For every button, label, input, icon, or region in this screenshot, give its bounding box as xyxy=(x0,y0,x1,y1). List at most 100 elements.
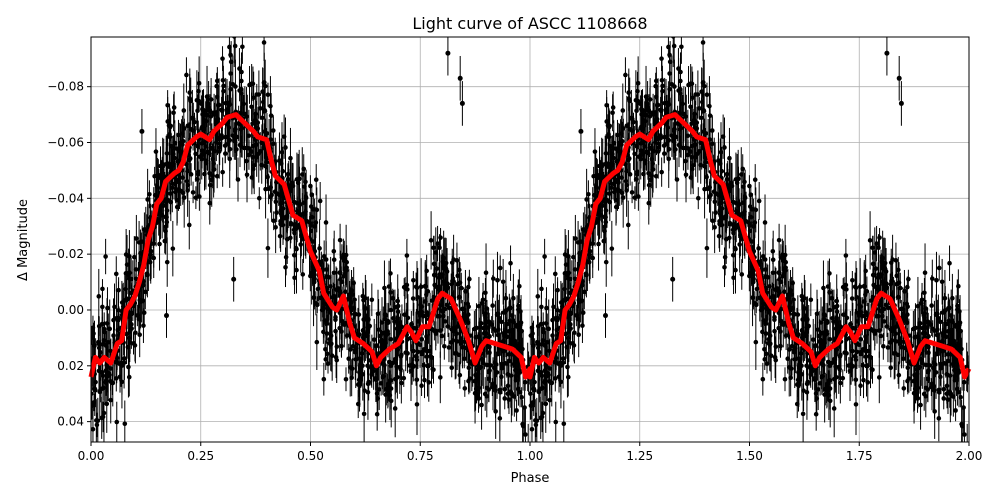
data-point xyxy=(813,343,818,348)
data-point xyxy=(558,300,564,305)
data-point xyxy=(227,44,232,50)
data-point xyxy=(171,110,176,116)
data-point xyxy=(215,94,220,100)
data-point xyxy=(885,345,891,350)
data-point xyxy=(268,185,274,190)
data-point xyxy=(333,317,338,322)
data-point xyxy=(495,277,500,283)
data-point xyxy=(789,366,794,371)
data-point xyxy=(383,313,389,318)
data-point xyxy=(660,88,665,94)
data-point xyxy=(767,284,772,289)
data-point xyxy=(196,80,202,86)
data-point xyxy=(487,368,492,373)
data-point xyxy=(393,360,398,365)
data-point xyxy=(205,149,210,155)
data-point xyxy=(615,148,621,154)
data-point xyxy=(552,360,558,365)
data-point xyxy=(369,297,375,303)
data-point xyxy=(333,287,339,292)
data-point xyxy=(659,169,664,175)
data-point xyxy=(896,372,902,378)
data-point xyxy=(343,252,349,258)
data-point xyxy=(853,285,859,291)
data-point xyxy=(294,267,299,273)
data-point xyxy=(405,315,411,321)
data-point xyxy=(961,405,966,410)
data-point xyxy=(602,197,608,202)
data-point xyxy=(664,110,670,116)
data-point xyxy=(252,117,258,123)
data-point xyxy=(419,337,425,342)
data-point xyxy=(866,348,871,354)
data-point xyxy=(698,162,704,168)
data-point xyxy=(116,287,121,293)
data-point xyxy=(291,252,297,258)
data-point xyxy=(427,348,432,354)
data-point xyxy=(659,107,664,113)
data-point xyxy=(268,113,274,118)
data-point xyxy=(932,409,937,414)
data-point xyxy=(531,343,536,349)
data-point xyxy=(553,419,559,425)
data-point xyxy=(808,297,814,303)
data-point xyxy=(763,285,768,291)
data-point xyxy=(214,140,219,145)
data-point xyxy=(185,188,190,193)
data-point xyxy=(707,113,713,118)
data-point xyxy=(164,151,170,156)
data-point xyxy=(683,172,689,178)
data-point xyxy=(777,270,782,276)
data-point xyxy=(786,347,792,352)
data-point xyxy=(742,195,748,201)
data-point xyxy=(533,422,539,428)
data-point xyxy=(314,207,320,213)
data-point xyxy=(494,370,500,375)
data-point xyxy=(360,351,365,356)
data-point xyxy=(302,184,307,189)
data-point xyxy=(323,220,329,225)
data-point xyxy=(659,56,664,61)
data-point xyxy=(390,295,396,301)
data-point xyxy=(535,294,541,299)
data-point xyxy=(653,173,659,179)
data-point xyxy=(782,252,788,258)
data-point xyxy=(331,257,337,263)
data-point xyxy=(313,177,319,183)
data-point xyxy=(580,323,585,328)
data-point xyxy=(127,276,132,281)
data-point xyxy=(211,167,217,172)
data-point xyxy=(624,188,629,193)
data-point xyxy=(388,336,394,342)
data-point xyxy=(351,280,356,286)
data-point xyxy=(707,185,713,190)
data-point xyxy=(227,156,233,162)
data-point xyxy=(586,260,592,265)
data-point xyxy=(756,198,762,204)
data-point xyxy=(271,218,276,224)
data-point xyxy=(644,149,649,155)
data-point xyxy=(748,192,754,198)
data-point xyxy=(113,360,119,365)
data-point xyxy=(848,321,853,327)
data-point xyxy=(922,270,928,275)
data-point xyxy=(141,310,147,315)
data-point xyxy=(379,337,385,343)
data-point xyxy=(466,365,472,371)
data-point xyxy=(285,171,291,177)
data-point xyxy=(709,141,715,147)
data-point xyxy=(702,186,707,192)
data-point xyxy=(187,157,192,163)
data-point xyxy=(636,154,642,160)
data-point xyxy=(867,238,873,243)
data-point xyxy=(535,345,541,351)
data-point xyxy=(950,361,956,367)
data-point xyxy=(418,284,424,290)
data-point xyxy=(850,348,855,354)
data-point xyxy=(391,315,396,321)
data-point xyxy=(132,254,137,260)
data-point xyxy=(615,132,620,138)
data-point xyxy=(940,310,946,315)
data-point xyxy=(508,305,513,311)
data-point xyxy=(538,415,544,421)
